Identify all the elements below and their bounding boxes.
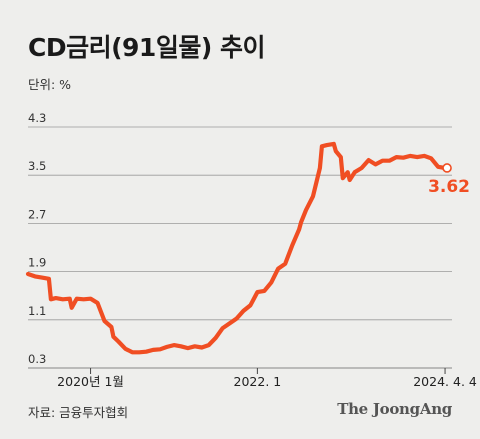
series-layer: 3.62 (25, 141, 470, 355)
end-value-label: 3.62 (428, 177, 470, 197)
brand-logo: The JoongAng (337, 400, 452, 418)
y-axis-ticks: 0.3 1.1 1.9 2.7 3.5 4.3 (28, 111, 46, 366)
y-tick-label: 1.9 (28, 256, 46, 270)
x-axis-ticks: 2020년 1월 2022. 1 2024. 4. 4 (57, 368, 477, 389)
grid-lines (28, 126, 452, 369)
unit-label: 단위: % (28, 77, 72, 92)
x-tick-label: 2020년 1월 (57, 374, 124, 389)
y-tick-label: 4.3 (28, 111, 46, 125)
y-tick-label: 0.3 (28, 352, 46, 366)
chart-title: CD금리(91일물) 추이 (28, 33, 265, 62)
y-tick-label: 1.1 (28, 304, 46, 318)
y-tick-label: 2.7 (28, 207, 46, 221)
x-tick-label: 2024. 4. 4 (413, 374, 477, 389)
end-point-marker (442, 163, 452, 173)
source-note: 자료: 금융투자협회 (28, 405, 129, 420)
x-tick-label: 2022. 1 (234, 374, 282, 389)
y-tick-label: 3.5 (28, 159, 46, 173)
series-line (25, 141, 448, 355)
